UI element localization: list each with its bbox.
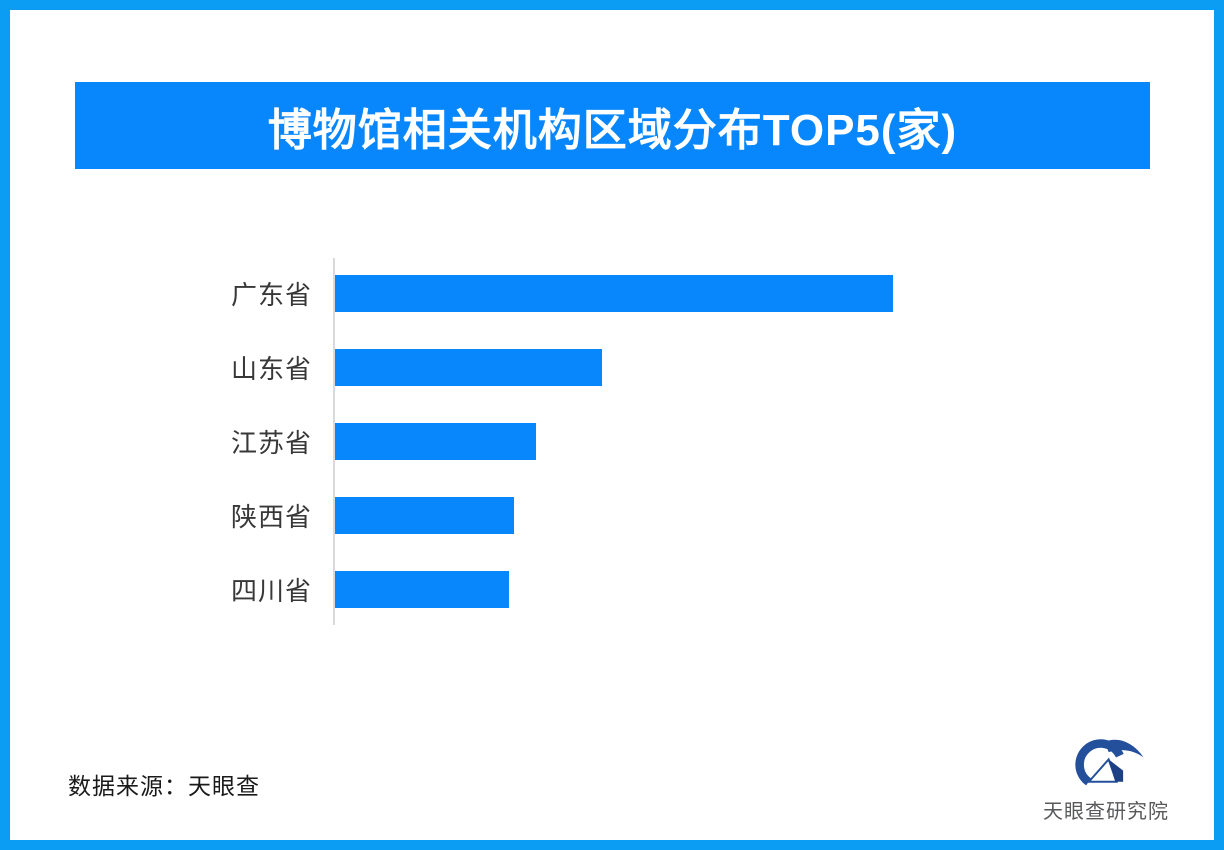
data-source-label: 数据来源：天眼查 bbox=[68, 773, 260, 799]
category-label: 广东省 bbox=[230, 279, 312, 310]
bar-row: 山东省 bbox=[10, 330, 1110, 404]
bar bbox=[335, 274, 893, 312]
bar-row: 江苏省 bbox=[10, 404, 1110, 478]
bar bbox=[335, 348, 602, 386]
bar bbox=[335, 496, 514, 534]
bar-row: 四川省 bbox=[10, 552, 1110, 626]
category-label: 江苏省 bbox=[230, 427, 312, 458]
bar bbox=[335, 422, 536, 460]
y-axis-line bbox=[333, 258, 335, 625]
bar-row: 广东省 bbox=[10, 256, 1110, 330]
brand-logo-text: 天眼查研究院 bbox=[1043, 801, 1169, 823]
brand-logo: 天眼查研究院 bbox=[1026, 733, 1186, 824]
category-label: 陕西省 bbox=[230, 501, 312, 532]
chart-title: 博物馆相关机构区域分布TOP5(家) bbox=[267, 105, 958, 155]
bar bbox=[335, 570, 509, 608]
tianyancha-eye-logo-icon bbox=[1075, 739, 1144, 786]
chart-title-banner: 博物馆相关机构区域分布TOP5(家) bbox=[75, 82, 1150, 169]
bar-rows: 广东省山东省江苏省陕西省四川省 bbox=[10, 256, 1110, 626]
category-label: 四川省 bbox=[230, 575, 312, 606]
category-label: 山东省 bbox=[230, 353, 312, 384]
bar-row: 陕西省 bbox=[10, 478, 1110, 552]
